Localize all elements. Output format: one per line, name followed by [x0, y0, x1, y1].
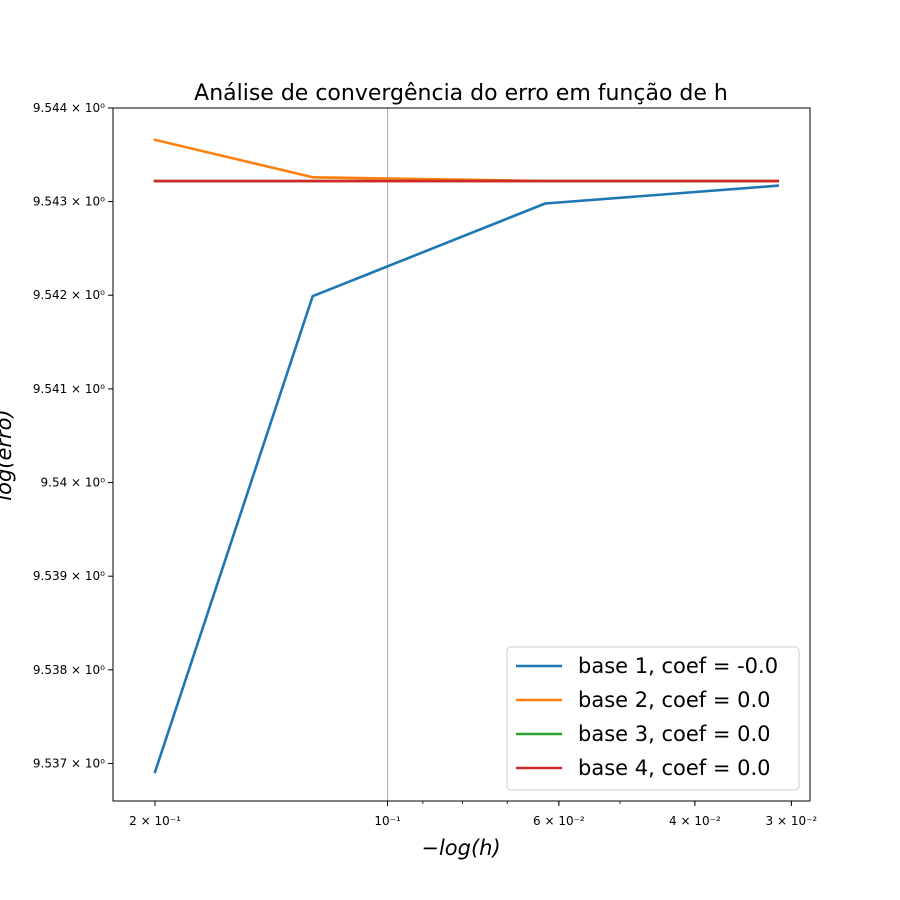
- x-tick-label: 3 × 10⁻²: [766, 814, 818, 828]
- y-tick-label: 9.543 × 10⁰: [33, 195, 105, 209]
- legend-label-4: base 4, coef = 0.0: [578, 756, 771, 780]
- legend-label-2: base 2, coef = 0.0: [578, 688, 771, 712]
- y-tick-label: 9.537 × 10⁰: [33, 757, 105, 771]
- chart-title: Análise de convergência do erro em funçã…: [194, 81, 728, 106]
- legend-box: [506, 646, 800, 791]
- y-axis-label: log(erro): [0, 409, 16, 500]
- x-tick-label: 2 × 10⁻¹: [129, 814, 181, 828]
- legend-label-1: base 1, coef = -0.0: [578, 654, 778, 678]
- y-tick-label: 9.542 × 10⁰: [33, 288, 105, 302]
- y-tick-label: 9.539 × 10⁰: [33, 569, 105, 583]
- x-tick-label: 10⁻¹: [374, 814, 401, 828]
- x-tick-label: 6 × 10⁻²: [533, 814, 585, 828]
- series-line-2: [153, 138, 779, 183]
- series-line-1: [153, 184, 780, 774]
- y-tick-label: 9.541 × 10⁰: [33, 382, 105, 396]
- y-tick-label: 9.54 × 10⁰: [41, 476, 106, 490]
- x-axis-label: −log(h): [421, 836, 500, 860]
- legend: base 1, coef = -0.0 base 2, coef = 0.0 bas…: [506, 646, 800, 791]
- x-tick-label: 4 × 10⁻²: [669, 814, 721, 828]
- legend-label-3: base 3, coef = 0.0: [578, 722, 771, 746]
- y-tick-label: 9.544 × 10⁰: [33, 101, 105, 115]
- y-tick-label: 9.538 × 10⁰: [33, 663, 105, 677]
- plot-frame: [112, 107, 811, 802]
